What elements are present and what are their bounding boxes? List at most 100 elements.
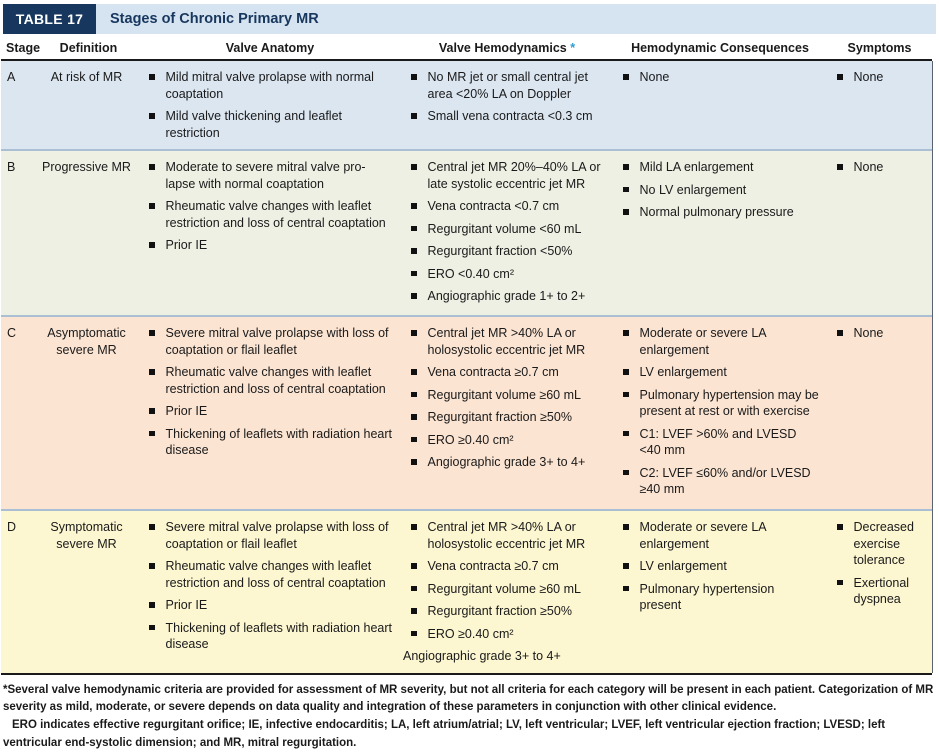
consequences-cell: Mild LA enlargement No LV enlargement Norm…	[613, 151, 827, 315]
column-header-valve-anatomy: Valve Anatomy	[225, 41, 315, 55]
stage-cell: D	[7, 520, 17, 534]
symptoms-cell: None	[827, 61, 932, 149]
bullet-item: Moderate to severe mitral valve pro-laps…	[141, 159, 393, 192]
hemodynamics-cell-text: Angiographic grade 3+ to 4+	[403, 649, 561, 663]
square-bullet-icon	[149, 369, 155, 375]
square-bullet-icon	[411, 248, 417, 254]
square-bullet-icon	[411, 563, 417, 569]
hemodynamics-cell-text: Central jet MR >40% LA or holosystolic e…	[427, 326, 586, 357]
square-bullet-icon	[411, 524, 417, 530]
square-bullet-icon	[623, 164, 629, 170]
bullet-item: None	[829, 325, 924, 342]
square-bullet-icon	[411, 270, 417, 276]
hemodynamics-cell-text: Regurgitant fraction <50%	[427, 244, 573, 258]
square-bullet-icon	[149, 408, 155, 414]
column-header-row: Stage Definition Valve Anatomy Valve Hem…	[1, 41, 932, 61]
anatomy-cell-text: Thickening of leaflets with radiation he…	[165, 620, 393, 652]
square-bullet-icon	[623, 430, 629, 436]
hemodynamics-cell-text: No MR jet or small central jet area <20%…	[427, 70, 588, 101]
bullet-item: Vena contracta <0.7 cm	[403, 198, 605, 215]
bullet-item: Severe mitral valve prolapse with loss o…	[141, 325, 393, 358]
hemodynamics-cell-text: ERO <0.40 cm²	[427, 266, 515, 281]
bullet-item: Thickening of leaflets with radiation he…	[141, 620, 393, 653]
square-bullet-icon	[411, 414, 417, 420]
square-bullet-icon	[149, 164, 155, 170]
bullet-item: Mild valve thickening and leaflet restri…	[141, 108, 393, 141]
square-bullet-icon	[149, 242, 155, 248]
bullet-item: Moderate or severe LA enlargement	[615, 325, 819, 358]
hemodynamics-cell-text: ERO ≥0.40 cm²	[427, 432, 514, 447]
bullet-item: Vena contracta ≥0.7 cm	[403, 558, 605, 575]
square-bullet-icon	[411, 436, 417, 442]
stage-cell: B	[7, 160, 16, 174]
anatomy-cell-text: Prior IE	[165, 238, 208, 252]
anatomy-cell-text: Prior IE	[165, 404, 208, 418]
bullet-item: Central jet MR >40% LA or holosystolic e…	[403, 325, 605, 358]
hemodynamics-cell-text: Regurgitant fraction ≥50%	[427, 604, 572, 618]
anatomy-cell-text: Mild valve thickening and leaflet restri…	[165, 109, 343, 140]
bullet-item: Rheumatic valve changes with leaflet res…	[141, 558, 393, 591]
bullet-item: Exertional dyspnea	[829, 575, 924, 608]
bullet-item: Prior IE	[141, 237, 393, 254]
hemodynamics-cell: Central jet MR >40% LA or holosystolic e…	[401, 317, 613, 509]
symptoms-cell-text: None	[853, 160, 884, 174]
bullet-item: Central jet MR 20%–40% LA or late systol…	[403, 159, 605, 192]
symptoms-cell: None	[827, 151, 932, 315]
square-bullet-icon	[149, 563, 155, 569]
square-bullet-icon	[837, 330, 843, 336]
bullet-item: None	[829, 69, 924, 86]
square-bullet-icon	[149, 203, 155, 209]
bullet-item: Severe mitral valve prolapse with loss o…	[141, 519, 393, 552]
bullet-item: Regurgitant volume <60 mL	[403, 221, 605, 238]
consequences-cell: Moderate or severe LA enlargement LV enla…	[613, 511, 827, 673]
bullet-item: No MR jet or small central jet area <20%…	[403, 69, 605, 102]
hemodynamics-cell-text: Regurgitant fraction ≥50%	[427, 410, 572, 424]
bullet-item: Regurgitant fraction ≥50%	[403, 409, 605, 426]
consequences-cell-text: C1: LVEF >60% and LVESD <40 mm	[639, 426, 797, 458]
anatomy-cell-text: Rheumatic valve changes with leaflet res…	[165, 559, 386, 590]
square-bullet-icon	[623, 585, 629, 591]
table-title-bar: TABLE 17 Stages of Chronic Primary MR	[3, 4, 936, 34]
bullet-item: Pulmonary hypertension may be present at…	[615, 387, 819, 420]
column-header-definition: Definition	[59, 41, 118, 55]
hemodynamics-cell-text: Vena contracta ≥0.7 cm	[427, 365, 559, 379]
consequences-cell-text: Moderate or severe LA enlargement	[639, 326, 766, 357]
bullet-item: Mild mitral valve prolapse with normal c…	[141, 69, 393, 102]
bullet-item: Angiographic grade 1+ to 2+	[403, 288, 605, 305]
symptoms-cell-text: Exertional dyspnea	[853, 575, 910, 607]
symptoms-cell: None	[827, 317, 932, 509]
square-bullet-icon	[837, 164, 843, 170]
consequences-cell-text: C2: LVEF ≤60% and/or LVESD ≥40 mm	[639, 465, 811, 497]
table-title: Stages of Chronic Primary MR	[110, 11, 319, 27]
square-bullet-icon	[623, 74, 629, 80]
bullet-item: LV enlargement	[615, 364, 819, 381]
bullet-item: No LV enlargement	[615, 182, 819, 199]
square-bullet-icon	[411, 113, 417, 119]
footnote-asterisk: *	[570, 41, 576, 55]
square-bullet-icon	[623, 330, 629, 336]
consequences-cell-text: LV enlargement	[639, 365, 727, 379]
anatomy-cell-text: Rheumatic valve changes with leaflet res…	[165, 365, 386, 396]
square-bullet-icon	[411, 459, 417, 465]
bullet-item: None	[829, 159, 924, 176]
consequences-cell-text: No LV enlargement	[639, 182, 747, 197]
square-bullet-icon	[411, 585, 417, 591]
hemodynamics-cell-text: Regurgitant volume ≥60 mL	[427, 581, 581, 596]
consequences-cell: Moderate or severe LA enlargement LV enla…	[613, 317, 827, 509]
square-bullet-icon	[411, 608, 417, 614]
symptoms-cell-text: None	[853, 326, 884, 340]
consequences-cell-text: Mild LA enlargement	[639, 160, 754, 174]
square-bullet-icon	[623, 186, 629, 192]
bullet-item: Rheumatic valve changes with leaflet res…	[141, 198, 393, 231]
table-bottom-rule	[1, 672, 932, 675]
bullet-item: Regurgitant volume ≥60 mL	[403, 387, 605, 404]
anatomy-cell-text: Moderate to severe mitral valve pro-laps…	[165, 160, 366, 191]
square-bullet-icon	[623, 391, 629, 397]
anatomy-cell-text: Severe mitral valve prolapse with loss o…	[165, 520, 389, 551]
bullet-item: Moderate or severe LA enlargement	[615, 519, 819, 552]
table-body: A At risk of MR Mild mitral valve prolapse…	[1, 61, 933, 673]
square-bullet-icon	[149, 624, 155, 630]
column-header-valve-hemodynamics-label: Valve Hemodynamics	[438, 41, 567, 55]
hemodynamics-cell-text: Central jet MR >40% LA or holosystolic e…	[427, 520, 586, 551]
square-bullet-icon	[149, 602, 155, 608]
